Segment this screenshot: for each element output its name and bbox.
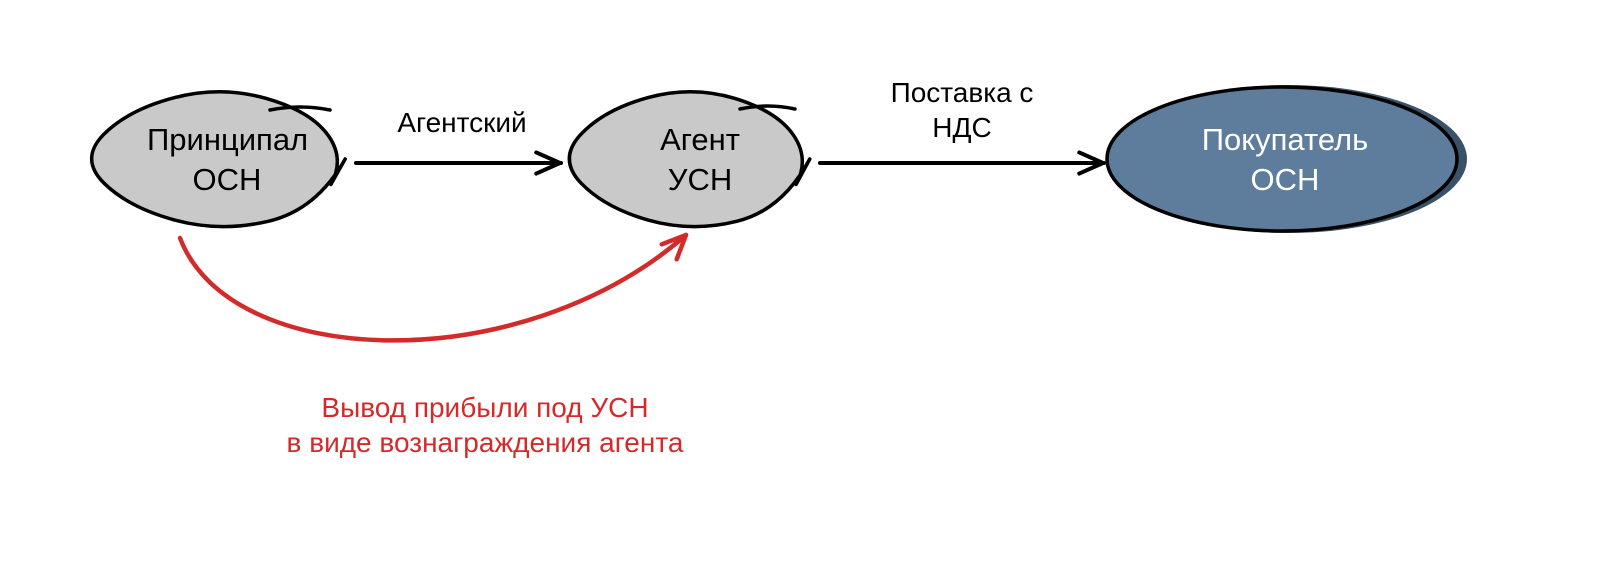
node-principal <box>92 92 346 227</box>
edge-principal-agent <box>356 152 561 173</box>
node-agent <box>569 92 809 227</box>
node-buyer <box>1107 85 1467 233</box>
diagram-canvas <box>0 0 1600 569</box>
edge-agent-buyer <box>820 152 1104 173</box>
edge-profit-out <box>180 235 686 340</box>
